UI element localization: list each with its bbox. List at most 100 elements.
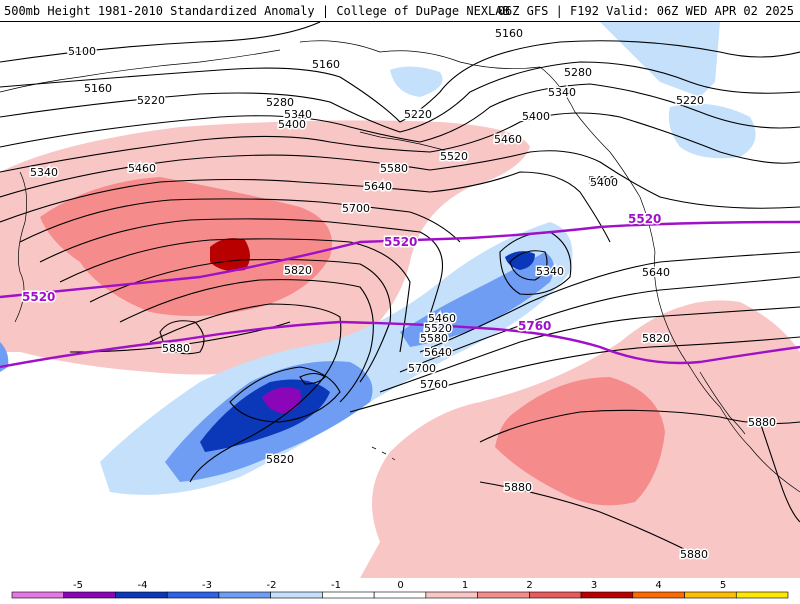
- colorbar-canvas: -5 -4 -3 -2 -1 0 1 2 3 4 5: [11, 580, 789, 599]
- colorbar-tick-label: 5: [720, 580, 726, 591]
- contour-label: 5520: [424, 322, 452, 335]
- colorbar-segment: [477, 591, 530, 599]
- contour-label: 5460: [428, 312, 456, 325]
- contour-label: 5400: [278, 118, 306, 131]
- contour-5640: [59, 238, 411, 353]
- colorbar-tick-label: 4: [655, 580, 661, 591]
- contour-label: 5220: [137, 94, 165, 107]
- contour-5700-e: [399, 276, 800, 373]
- alaska-coast: [299, 40, 641, 198]
- contour-trough-outer: [229, 366, 341, 423]
- contour-5580: [39, 218, 444, 343]
- colorbar-tick-label: -2: [267, 580, 277, 591]
- highlight-5520: [0, 220, 800, 299]
- anomaly-map[interactable]: 5100 5160 5160 5160 5220 5220 5220 5280 …: [0, 22, 800, 578]
- colorbar-segment: [270, 591, 323, 599]
- anomaly-colorbar: -5 -4 -3 -2 -1 0 1 2 3 4 5: [0, 578, 800, 600]
- colorbar-tick-label: -4: [138, 580, 148, 591]
- colorbar-segment: [322, 591, 375, 599]
- contour-5880-loop: [159, 320, 205, 355]
- contour-label: 5880: [748, 416, 776, 429]
- contour-label: 5220: [676, 94, 704, 107]
- contour-label-layer: 5100 5160 5160 5160 5220 5220 5220 5280 …: [29, 26, 778, 563]
- map-canvas: 5100 5160 5160 5160 5220 5220 5220 5280 …: [0, 22, 800, 578]
- contour-5880-e: [479, 409, 800, 443]
- contour-label: 5160: [495, 27, 523, 40]
- contour-label: 5760: [420, 378, 448, 391]
- colorbar-segment: [529, 591, 582, 599]
- colorbar-segment: [425, 591, 478, 599]
- contour-5280: [0, 83, 800, 148]
- north-america-west-coast: [639, 196, 751, 448]
- contour-label: 5640: [642, 266, 670, 279]
- contour-label: 5160: [84, 82, 112, 95]
- highlight-label: 5520: [22, 290, 55, 304]
- contour-5880-s: [479, 481, 691, 553]
- contour-5460: [0, 171, 611, 243]
- anomaly-neg2-north: [400, 252, 554, 347]
- anomaly-pos2-east: [495, 377, 665, 506]
- contour-5700: [89, 258, 392, 383]
- anomaly-pos2-west: [40, 177, 332, 316]
- contour-5520: [19, 198, 461, 243]
- colorbar-segment: [166, 591, 220, 599]
- highlight-label: 5520: [384, 235, 417, 249]
- contour-5400: [0, 150, 800, 209]
- colorbar-tick-label: -1: [331, 580, 341, 591]
- contour-5760: [119, 279, 374, 403]
- contour-label: 5220: [404, 108, 432, 121]
- anomaly-neg4-center: [262, 387, 301, 414]
- colorbar-segment: [11, 591, 65, 599]
- contour-label: 5340: [536, 265, 564, 278]
- colorbar-tick-label: -5: [73, 580, 83, 591]
- contour-label: 5820: [266, 453, 294, 466]
- highlight-5760: [0, 320, 800, 369]
- contour-label: 5580: [380, 162, 408, 175]
- contour-label: 5520: [440, 150, 468, 163]
- baja-coast: [699, 371, 746, 435]
- colorbar-tick-label: 0: [397, 580, 403, 591]
- contour-label: 5820: [642, 332, 670, 345]
- contour-5760-e: [379, 306, 800, 393]
- anomaly-neg1-canada: [668, 103, 756, 159]
- colorbar-segment: [63, 591, 116, 599]
- colorbar-tick-label: -3: [202, 580, 212, 591]
- contour-label: 5160: [312, 58, 340, 71]
- colorbar-segment: [115, 591, 168, 599]
- contour-5100: [0, 22, 321, 63]
- anomaly-pos3-core: [210, 238, 250, 271]
- highlight-label-layer: 5520 5520 5520 5760: [21, 211, 663, 335]
- colorbar-tick-label: 3: [591, 580, 597, 591]
- contour-label: 5580: [420, 332, 448, 345]
- contour-5160: [0, 40, 800, 123]
- contour-label: 5400: [588, 174, 616, 187]
- mexico-coast: [749, 446, 800, 493]
- colorbar-segment: [218, 591, 271, 599]
- contour-label: 5340: [30, 166, 58, 179]
- contour-label: 5880: [504, 481, 532, 494]
- contour-label: 5280: [266, 96, 294, 109]
- contour-5220: [0, 61, 800, 133]
- chart-title: 500mb Height 1981-2010 Standardized Anom…: [4, 4, 510, 18]
- highlight-label: 5520: [628, 212, 661, 226]
- contour-label: 5340: [548, 86, 576, 99]
- contour-5880-se: [759, 421, 800, 523]
- anomaly-neg1-alaska: [390, 66, 443, 97]
- contour-label: 5400: [590, 176, 618, 189]
- contour-label: 5640: [364, 180, 392, 193]
- colorbar-segment: [373, 591, 427, 599]
- contour-label: 5400: [522, 110, 550, 123]
- contour-label: 5100: [68, 45, 96, 58]
- contour-label: 5460: [128, 162, 156, 175]
- title-bar: 500mb Height 1981-2010 Standardized Anom…: [0, 0, 800, 22]
- contour-5820-w: [149, 303, 342, 483]
- contour-label: 5880: [680, 548, 708, 561]
- highlight-contours: [0, 220, 800, 369]
- anomaly-neg3-north: [505, 251, 535, 270]
- contour-label: 5460: [494, 133, 522, 146]
- contour-trough-inner: [299, 372, 326, 385]
- colorbar-tick-label: 2: [526, 580, 532, 591]
- contour-label: 5880: [162, 342, 190, 355]
- model-run-info: 06Z GFS | F192 Valid: 06Z WED APR 02 202…: [497, 4, 794, 18]
- contour-label: 5340: [284, 108, 312, 121]
